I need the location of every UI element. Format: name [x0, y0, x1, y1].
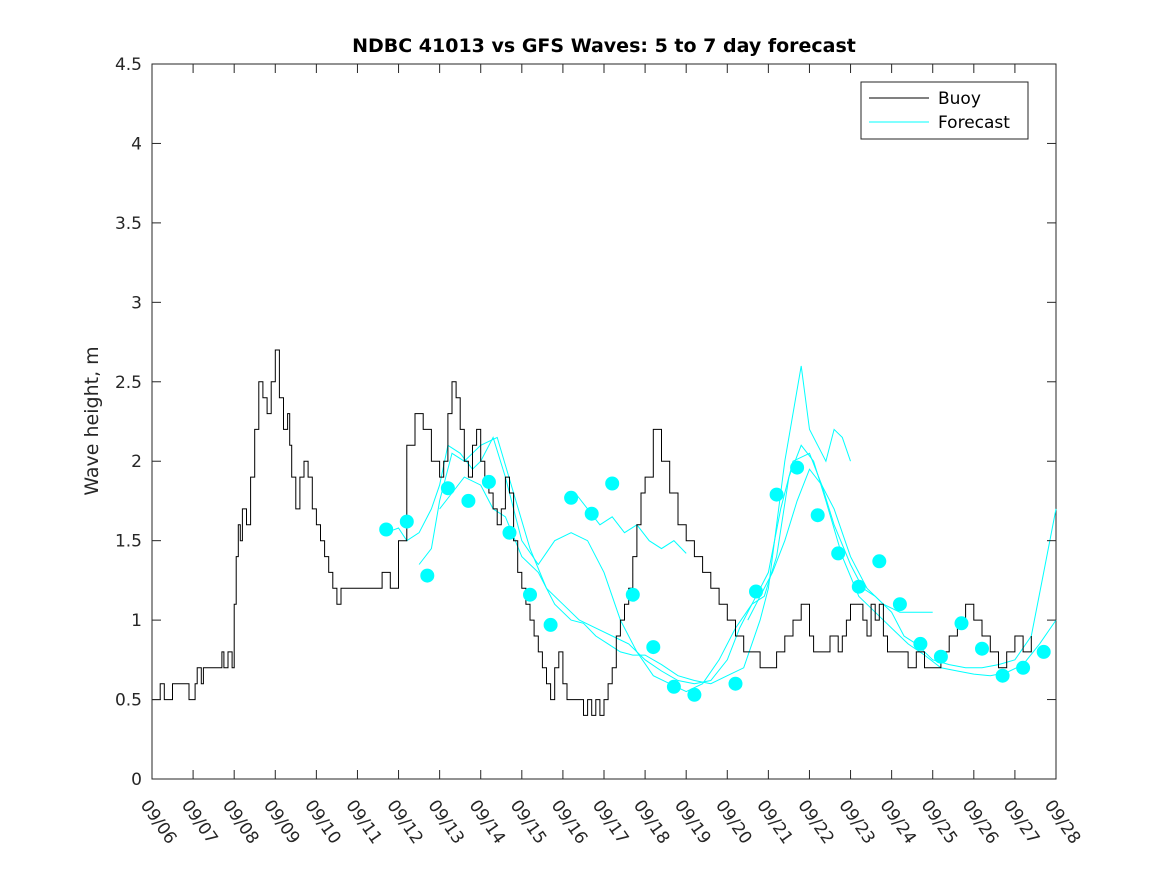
y-axis: 0 0.5 1 1.5 2 2.5 3 3.5 4 4.5: [115, 55, 1056, 790]
y-tick-label: 3.5: [115, 214, 142, 234]
legend-forecast-label: Forecast: [938, 113, 1010, 133]
forecast-marker: [625, 587, 640, 602]
y-tick-label: 3: [131, 293, 142, 313]
forecast-marker: [872, 554, 887, 569]
forecast-marker: [831, 546, 846, 561]
forecast-marker: [605, 476, 620, 491]
y-tick-label: 0.5: [115, 691, 142, 711]
forecast-marker: [1016, 660, 1031, 675]
forecast-marker: [933, 649, 948, 664]
chart-title: NDBC 41013 vs GFS Waves: 5 to 7 day fore…: [352, 35, 856, 57]
forecast-series-line: [747, 468, 933, 621]
legend-box: [860, 81, 1029, 140]
forecast-marker: [502, 525, 517, 540]
forecast-marker: [564, 490, 579, 505]
y-tick-label: 1: [131, 611, 142, 631]
forecast-marker: [481, 474, 496, 489]
forecast-marker: [584, 506, 599, 521]
forecast-marker: [666, 679, 681, 694]
forecast-marker: [399, 514, 414, 529]
forecast-marker: [892, 597, 907, 612]
y-tick-label: 1.5: [115, 532, 142, 552]
y-tick-label: 4.5: [115, 55, 142, 75]
forecast-marker: [646, 640, 661, 655]
forecast-marker: [1036, 644, 1051, 659]
forecast-marker: [749, 584, 763, 599]
forecast-marker: [420, 568, 435, 583]
legend-buoy-label: Buoy: [938, 89, 981, 109]
forecast-marker: [995, 668, 1010, 683]
forecast-marker: [728, 676, 743, 691]
forecast-marker: [523, 587, 537, 602]
y-tick-label: 2.5: [115, 373, 142, 393]
forecast-marker: [954, 616, 969, 631]
forecast-marker: [769, 487, 784, 502]
forecast-marker: [975, 641, 989, 656]
marker-layer: [379, 460, 1051, 702]
forecast-marker: [913, 636, 928, 651]
y-tick-label: 0: [131, 770, 142, 790]
forecast-marker: [461, 493, 476, 508]
forecast-marker: [790, 460, 805, 475]
y-axis-title: Wave height, m: [81, 346, 103, 495]
forecast-marker: [543, 617, 558, 632]
axes-box: [151, 63, 1057, 780]
y-tick-label: 2: [131, 452, 142, 472]
plot-area: [151, 63, 1057, 780]
buoy-series-line: [152, 349, 1032, 716]
series-layer: [152, 349, 1057, 716]
y-tick-label: 4: [131, 134, 142, 154]
legend: Buoy Forecast: [860, 81, 1029, 140]
forecast-marker: [810, 508, 825, 523]
forecast-marker: [687, 687, 702, 702]
forecast-marker: [851, 579, 866, 594]
forecast-marker: [440, 481, 455, 496]
forecast-marker: [379, 522, 394, 537]
